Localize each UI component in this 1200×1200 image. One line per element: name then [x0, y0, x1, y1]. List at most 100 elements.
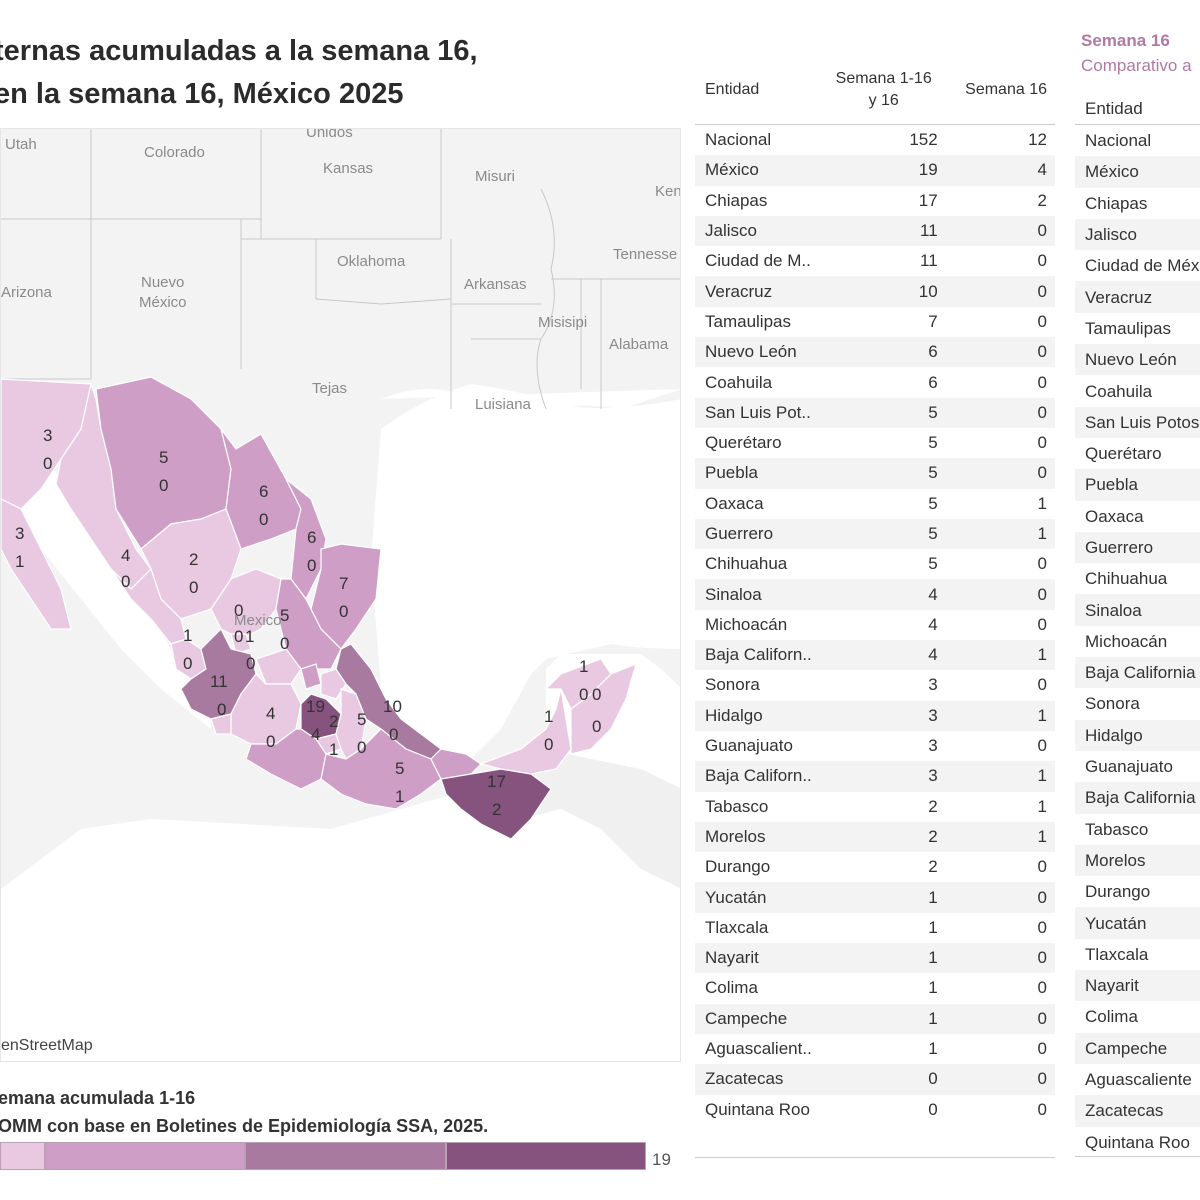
table-row[interactable]: Aguascalient.. 1 0	[695, 1034, 1055, 1064]
table-row[interactable]: Chihuahua	[1075, 563, 1200, 594]
table-row[interactable]: Tlaxcala 1 0	[695, 913, 1055, 943]
table-row[interactable]: Baja California	[1075, 782, 1200, 814]
table-row[interactable]: Baja Californ.. 3 1	[695, 761, 1055, 792]
table-row[interactable]: Tlaxcala	[1075, 939, 1200, 970]
table-row[interactable]: Yucatán 1 0	[695, 882, 1055, 913]
state-aguascalientes[interactable]	[230, 633, 252, 655]
label-qroo-v1: 0	[592, 685, 601, 704]
table-row[interactable]: Nuevo León 6 0	[695, 337, 1055, 368]
col-header-semana-16[interactable]: Semana 16	[942, 56, 1055, 125]
table-row[interactable]: Campeche 1 0	[695, 1003, 1055, 1034]
table-row[interactable]: Jalisco	[1075, 218, 1200, 251]
table-row[interactable]: Sinaloa	[1075, 594, 1200, 626]
state-chiapas[interactable]	[440, 768, 552, 840]
table-row[interactable]: Nayarit	[1075, 970, 1200, 1002]
cell-entity: Quintana Roo	[1085, 1132, 1190, 1152]
cell-entity: Hidalgo	[695, 700, 820, 731]
table-row[interactable]: Michoacán 4 0	[695, 610, 1055, 640]
table-row[interactable]: Yucatán	[1075, 907, 1200, 939]
table-row[interactable]: Baja Californ.. 4 1	[695, 640, 1055, 671]
table-row[interactable]: Ciudad de M.. 11 0	[695, 246, 1055, 276]
table-row[interactable]: Campeche	[1075, 1032, 1200, 1064]
table-row[interactable]: Veracruz	[1075, 281, 1200, 313]
map-panel[interactable]: Utah Colorado Kansas Misuri Ken Unidos O…	[0, 128, 681, 1062]
table-row[interactable]: Durango 2 0	[695, 852, 1055, 882]
table-row[interactable]: Guerrero 5 1	[695, 518, 1055, 550]
table-row[interactable]: Nacional 152 12	[695, 125, 1055, 156]
table-row[interactable]: Sinaloa 4 0	[695, 579, 1055, 610]
table-row[interactable]: Zacatecas	[1075, 1095, 1200, 1127]
table-row[interactable]: Guanajuato	[1075, 751, 1200, 782]
table-row[interactable]: Coahuila	[1075, 375, 1200, 406]
cell-week: 1	[942, 640, 1055, 671]
cell-cumulative: 1	[928, 978, 938, 998]
state-campeche[interactable]	[478, 688, 572, 775]
map-attribution[interactable]: enStreetMap	[1, 1035, 99, 1057]
cell-entity: Querétaro	[1085, 444, 1162, 464]
cell-cumulative: 11	[819, 215, 943, 247]
table-row[interactable]: Ciudad de Méx	[1075, 250, 1200, 281]
table-row[interactable]: Sonora	[1075, 688, 1200, 719]
state-guanajuato[interactable]	[255, 648, 302, 685]
table-row[interactable]: Chihuahua 5 0	[695, 549, 1055, 579]
table-row[interactable]: Querétaro 5 0	[695, 428, 1055, 458]
state-colima[interactable]	[210, 713, 232, 735]
table-row[interactable]: Guanajuato 3 0	[695, 731, 1055, 761]
table-row[interactable]: Hidalgo	[1075, 719, 1200, 751]
table-row[interactable]: Guerrero	[1075, 531, 1200, 564]
cell-cumulative: 17	[918, 190, 938, 210]
table-row[interactable]: Jalisco 11 0	[695, 215, 1055, 247]
table-row[interactable]: Hidalgo 3 1	[695, 700, 1055, 731]
table-row[interactable]: Oaxaca 5 1	[695, 489, 1055, 519]
table-row[interactable]: Colima 1 0	[695, 973, 1055, 1003]
cell-week: 0	[942, 579, 1055, 610]
us-label-misisipi: Misisipi	[538, 314, 587, 331]
table-row[interactable]: Tabasco 2 1	[695, 792, 1055, 822]
label-camp-v1: 1	[544, 707, 553, 726]
state-baja-california-sur[interactable]	[1, 498, 72, 630]
table-row[interactable]: San Luis Pot.. 5 0	[695, 397, 1055, 428]
table-row[interactable]: México 19 4	[695, 155, 1055, 186]
cell-entity: Jalisco	[1075, 218, 1200, 251]
table-row[interactable]: Michoacán	[1075, 626, 1200, 657]
col-header-semana-1-16[interactable]: Semana 1-16 y 16	[819, 56, 943, 125]
table-row[interactable]: Durango	[1075, 876, 1200, 907]
table-row[interactable]: San Luis Potos	[1075, 406, 1200, 438]
table-row[interactable]: Tamaulipas 7 0	[695, 307, 1055, 337]
table-row[interactable]: Nuevo León	[1075, 344, 1200, 376]
state-value-labels: 3 0 3 1 4 0 5 0 6 0 6 0 7 0 2 0 0 5 0 1 …	[15, 426, 601, 819]
table-row[interactable]: Morelos	[1075, 844, 1200, 877]
table-row[interactable]: Tabasco	[1075, 814, 1200, 845]
label-yuc-v1: 1	[579, 657, 588, 676]
label-nay-v1: 1	[183, 626, 192, 645]
table-row[interactable]: Veracruz 10 0	[695, 276, 1055, 307]
table-row[interactable]: Chiapas 17 2	[695, 186, 1055, 216]
table-row[interactable]: Nacional	[1075, 125, 1200, 157]
state-tamaulipas[interactable]	[310, 543, 382, 650]
table-row[interactable]: Quintana Roo	[1075, 1127, 1200, 1158]
table-row[interactable]: Baja California	[1075, 657, 1200, 689]
cell-entity: Morelos	[695, 821, 820, 853]
gulf-area	[371, 384, 680, 759]
cell-cumulative: 2	[928, 857, 938, 877]
table-row[interactable]: Nayarit 1 0	[695, 943, 1055, 974]
table-row[interactable]: Zacatecas 0 0	[695, 1064, 1055, 1095]
map-canvas[interactable]: Utah Colorado Kansas Misuri Ken Unidos O…	[1, 129, 681, 1062]
table-row[interactable]: Puebla 5 0	[695, 458, 1055, 489]
table-row[interactable]: Chiapas	[1075, 188, 1200, 219]
table-row[interactable]: Morelos 2 1	[695, 821, 1055, 853]
table-row[interactable]: Querétaro	[1075, 438, 1200, 469]
table-row[interactable]: Colima	[1075, 1001, 1200, 1032]
table-row[interactable]: Tamaulipas	[1075, 313, 1200, 344]
table-row[interactable]: Puebla	[1075, 469, 1200, 501]
table-row[interactable]: Coahuila 6 0	[695, 367, 1055, 397]
table-row[interactable]: México	[1075, 156, 1200, 188]
state-sinaloa[interactable]	[110, 567, 187, 645]
table-row[interactable]: Aguascaliente	[1075, 1064, 1200, 1095]
table-row[interactable]: Quintana Roo 0 0	[695, 1095, 1055, 1125]
col-header-entidad-2[interactable]: Entidad	[1075, 94, 1200, 125]
table-row[interactable]: Sonora 3 0	[695, 670, 1055, 700]
col-header-entidad[interactable]: Entidad	[695, 56, 820, 125]
table-row[interactable]: Oaxaca	[1075, 501, 1200, 532]
state-quintana-roo[interactable]	[570, 662, 637, 755]
